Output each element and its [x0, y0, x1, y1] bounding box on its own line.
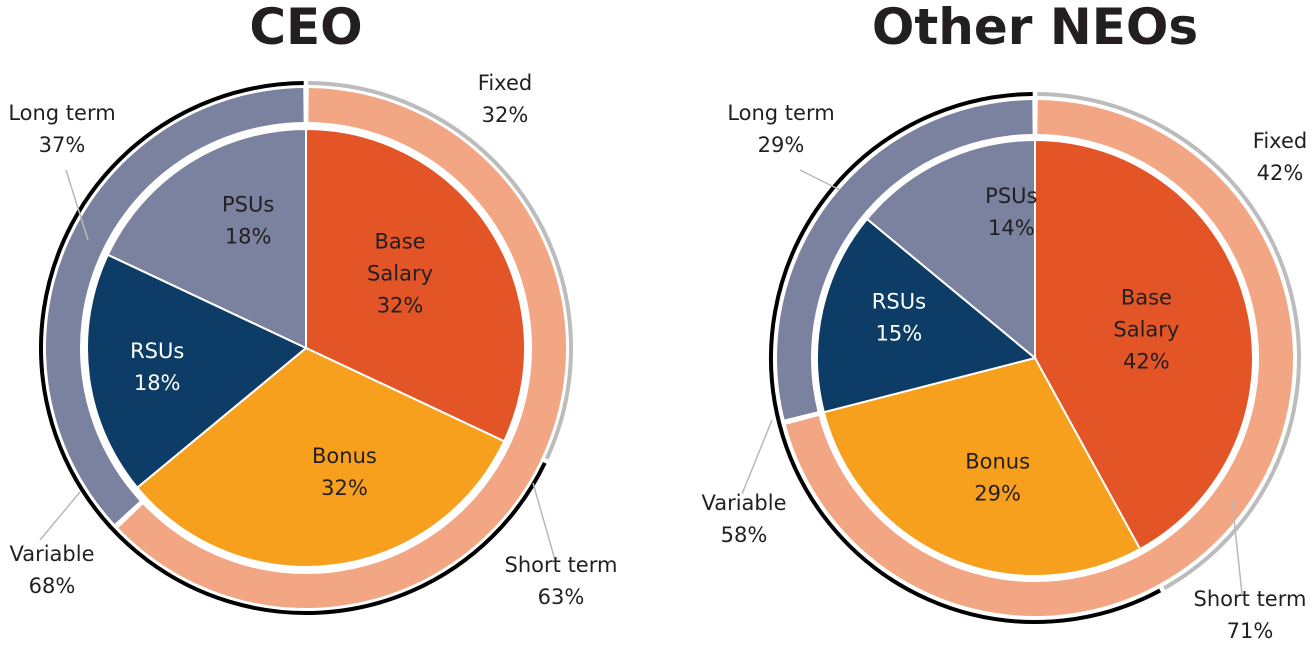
neo-ring-long-term — [776, 100, 1033, 420]
neo-rsus-label: RSUs 15% — [872, 289, 926, 345]
neo-psus-label: PSUs 14% — [985, 184, 1037, 240]
ceo-slice-rsus — [86, 253, 308, 490]
neo-leader-short-term — [1231, 499, 1243, 595]
neo-base-salary-label: Base Salary 42% — [1113, 285, 1179, 373]
other-neos-chart: Other NEOs Base Salary 42% Bonus 29% RSUs 15% P… — [701, 0, 1307, 643]
neo-short-term-label: Short term 71% — [1194, 587, 1307, 643]
ceo-variable-label: Variable 68% — [9, 542, 94, 598]
ceo-slice-base-salary — [305, 127, 526, 443]
neo-fixed-label: Fixed 42% — [1253, 129, 1307, 185]
ceo-leader-variable — [39, 491, 81, 541]
neo-slice-psus — [865, 138, 1036, 361]
ceo-long-term-label: Long term 37% — [8, 101, 115, 157]
neo-variable-label: Variable 58% — [701, 491, 786, 547]
ceo-slice-bonus — [135, 346, 506, 568]
neo-leader-long-term — [799, 169, 841, 191]
ceo-ring-long-term — [45, 88, 304, 524]
neo-slice-base-salary — [1034, 138, 1254, 551]
neo-arc-variable — [769, 92, 1162, 624]
ceo-bonus-label: Bonus 32% — [312, 444, 377, 500]
ceo-ring-short-term — [118, 88, 566, 609]
neo-leader-variable — [741, 419, 773, 495]
neo-arc-fixed — [1037, 92, 1302, 590]
ceo-arc-variable — [39, 81, 547, 615]
ceo-slice-psus — [106, 127, 307, 350]
ceo-chart: CEO Base Salary 32% Bonus 32% RSUs 18% PSUs 18% F… — [8, 0, 618, 615]
neo-bonus-label: Bonus 29% — [965, 449, 1030, 505]
ceo-leader-long-term — [65, 169, 89, 241]
ceo-rsus-label: RSUs 18% — [130, 339, 184, 395]
neo-long-term-label: Long term 29% — [727, 101, 834, 157]
neo-slice-rsus — [816, 217, 1038, 414]
ceo-base-salary-label: Base Salary 32% — [367, 229, 433, 317]
ceo-psus-label: PSUs 18% — [222, 193, 274, 249]
ceo-chart-title: CEO — [249, 0, 362, 56]
ceo-short-term-label: Short term 63% — [505, 553, 618, 609]
ceo-arc-fixed — [308, 81, 573, 460]
ceo-leader-short-term — [532, 482, 556, 561]
ceo-fixed-label: Fixed 32% — [478, 71, 532, 127]
neo-slice-bonus — [822, 356, 1142, 577]
other-neos-chart-title: Other NEOs — [872, 0, 1198, 56]
